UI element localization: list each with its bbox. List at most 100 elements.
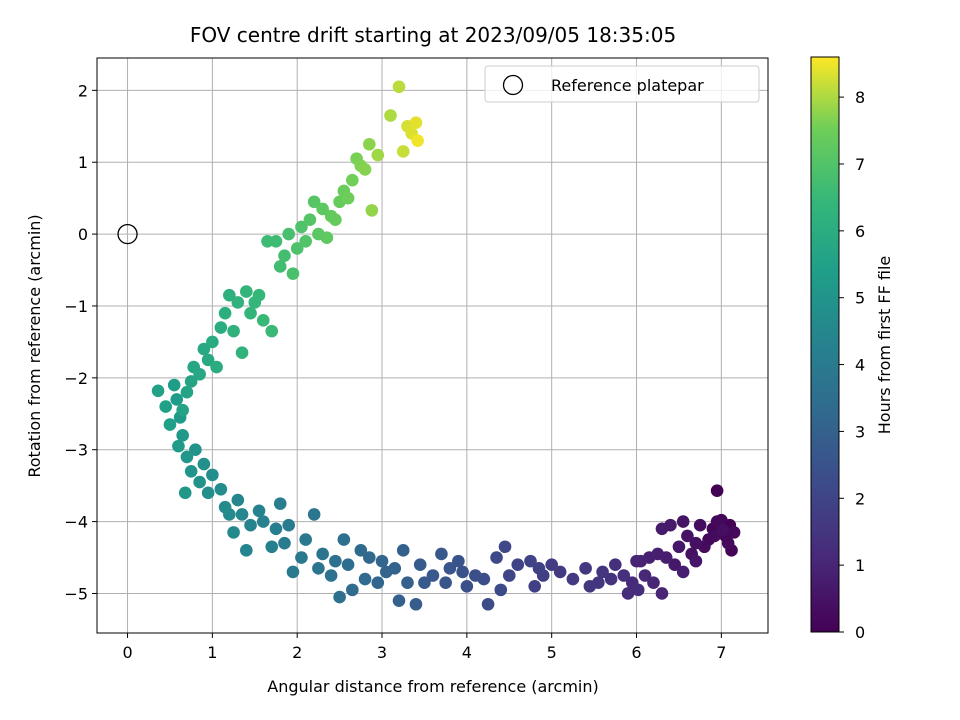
data-point <box>235 508 249 521</box>
data-point <box>617 569 631 582</box>
data-point <box>170 393 184 406</box>
colorbar: 0 1 2 3 4 5 6 7 8 Hours from first FF file <box>810 56 894 642</box>
data-point <box>727 526 741 539</box>
data-point <box>384 109 397 122</box>
data-point <box>337 533 351 546</box>
data-point <box>409 116 423 129</box>
data-point <box>392 80 406 94</box>
data-point <box>689 536 703 550</box>
data-point <box>689 554 703 568</box>
data-point <box>227 324 240 338</box>
data-point <box>252 504 266 518</box>
data-point <box>218 500 232 514</box>
data-point <box>710 484 724 497</box>
data-point <box>494 583 508 597</box>
data-point <box>252 288 266 302</box>
data-point <box>401 576 414 589</box>
data-point <box>566 572 580 586</box>
data-point <box>159 400 173 413</box>
data-point <box>201 486 215 500</box>
data-point <box>655 587 669 600</box>
data-point <box>346 173 359 187</box>
data-point <box>151 384 165 398</box>
y-tick-label: −5 <box>64 584 88 603</box>
data-point <box>193 367 206 381</box>
data-point <box>379 565 393 579</box>
data-point <box>413 558 427 572</box>
data-point <box>278 249 291 262</box>
data-point <box>299 533 312 546</box>
data-point <box>329 554 342 568</box>
data-point <box>609 558 622 572</box>
data-point <box>290 242 304 255</box>
data-point <box>681 529 694 543</box>
data-point <box>197 342 211 356</box>
data-point <box>579 562 592 575</box>
data-point <box>456 565 469 579</box>
x-tick-label: 4 <box>462 643 472 662</box>
data-point <box>329 213 342 227</box>
data-point <box>223 288 236 302</box>
data-point <box>676 515 690 528</box>
data-point <box>184 464 198 478</box>
x-tick-label: 7 <box>716 643 726 662</box>
data-point <box>218 306 232 320</box>
data-point <box>303 213 317 227</box>
data-point <box>621 587 635 600</box>
data-point <box>178 486 192 500</box>
colorbar-tick-label: 6 <box>855 222 865 241</box>
data-point <box>721 536 735 550</box>
data-point <box>176 429 189 442</box>
data-point <box>409 597 423 611</box>
reference-marker-group <box>117 223 138 245</box>
legend-entry-reference-platepar: Reference platepar <box>551 76 704 95</box>
scatter-points <box>151 80 741 611</box>
data-point <box>638 569 652 582</box>
reference-platepar-marker <box>117 223 138 245</box>
data-point <box>239 544 253 557</box>
data-point <box>295 551 308 564</box>
data-point <box>172 439 185 453</box>
data-point <box>295 220 308 234</box>
data-point <box>316 547 329 561</box>
y-tick-label: −1 <box>64 297 88 316</box>
data-point <box>411 134 424 147</box>
data-point <box>176 403 189 417</box>
data-point <box>631 583 645 597</box>
data-point <box>256 314 270 327</box>
data-point <box>396 544 410 557</box>
data-point <box>371 576 385 589</box>
data-point <box>460 579 474 593</box>
data-point <box>269 234 283 248</box>
data-point <box>184 375 198 388</box>
data-point <box>239 285 253 298</box>
x-tick-label: 0 <box>122 643 132 662</box>
data-point <box>244 306 257 320</box>
data-point <box>672 540 686 554</box>
data-point <box>167 378 181 392</box>
data-point <box>214 321 228 334</box>
grid <box>97 58 768 633</box>
y-tick-label: 1 <box>78 153 88 172</box>
data-point <box>206 335 219 349</box>
data-point <box>676 565 690 579</box>
data-point <box>418 576 431 589</box>
data-point <box>324 569 338 582</box>
data-point <box>265 324 279 338</box>
data-point <box>227 526 240 539</box>
x-axis-label: Angular distance from reference (arcmin) <box>267 677 598 696</box>
x-tick-label: 6 <box>631 643 641 662</box>
x-tick-label: 3 <box>377 643 387 662</box>
y-tick-label: 0 <box>78 225 88 244</box>
x-tick-label: 1 <box>207 643 217 662</box>
data-point <box>426 569 440 582</box>
colorbar-tick-label: 8 <box>855 88 865 107</box>
data-point <box>545 558 558 572</box>
data-point <box>180 385 194 399</box>
data-point <box>452 554 465 568</box>
chart-title: FOV centre drift starting at 2023/09/05 … <box>190 23 676 47</box>
data-point <box>312 562 325 575</box>
data-point <box>655 522 669 536</box>
data-point <box>189 443 202 457</box>
data-point <box>316 202 329 216</box>
